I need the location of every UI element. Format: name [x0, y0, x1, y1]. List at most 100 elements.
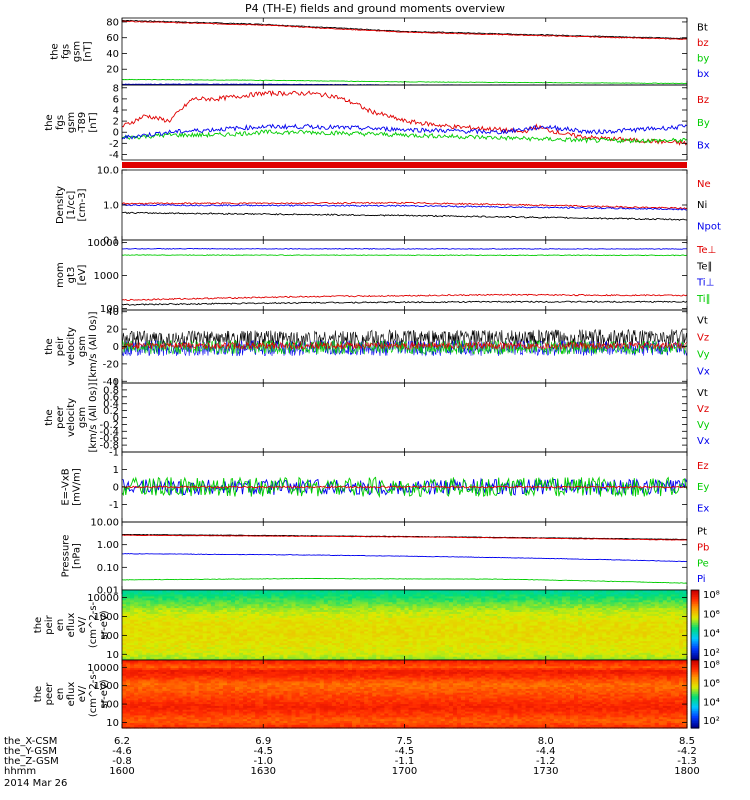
spectrogram-cell: [590, 626, 595, 630]
spectrogram-cell: [287, 617, 293, 620]
spectrogram-cell: [331, 652, 337, 655]
spectrogram-cell: [537, 634, 543, 638]
spectrogram-cell: [392, 625, 398, 628]
spectrogram-cell: [311, 605, 317, 609]
spectrogram-cell: [473, 654, 478, 657]
spectrogram-cell: [521, 628, 527, 632]
spectrogram-cell: [255, 634, 260, 638]
spectrogram-cell: [255, 621, 260, 624]
spectrogram-cell: [352, 613, 357, 616]
spectrogram-cell: [477, 607, 482, 611]
spectrogram-cell: [412, 654, 418, 657]
spectrogram-cell: [243, 636, 248, 640]
spectrogram-cell: [166, 597, 172, 601]
spectrogram-cell: [634, 656, 640, 659]
spectrogram-cell: [582, 605, 587, 609]
spectrogram-cell: [319, 646, 325, 649]
spectrogram-cell: [230, 638, 236, 642]
spectrogram-cell: [557, 640, 563, 644]
spectrogram-cell: [170, 642, 176, 646]
spectrogram-cell: [674, 652, 680, 655]
spectrogram-cell: [263, 628, 268, 632]
spectrogram-cell: [461, 654, 466, 657]
spectrogram-cell: [517, 611, 523, 614]
spectrogram-cell: [259, 621, 264, 624]
spectrogram-cell: [210, 617, 216, 620]
spectrogram-cell: [263, 632, 268, 636]
spectrogram-cell: [598, 642, 603, 646]
spectrogram-cell: [404, 597, 410, 601]
spectrogram-cell: [473, 597, 478, 601]
panel-pressure: [121, 521, 688, 591]
legend-Ne: Ne: [697, 179, 711, 190]
spectrogram-cell: [578, 619, 583, 622]
spectrogram-cell: [606, 656, 611, 659]
spectrogram-cell: [327, 615, 333, 618]
spectrogram-cell: [461, 636, 466, 640]
spectrogram-cell: [574, 626, 579, 630]
spectrogram-cell: [574, 658, 579, 661]
spectrogram-cell: [206, 642, 212, 646]
spectrogram-cell: [384, 632, 389, 636]
legend-Te∥: Te∥: [696, 261, 713, 272]
spectrogram-cell: [263, 595, 268, 599]
spectrogram-cell: [622, 605, 628, 609]
spectrogram-cell: [590, 650, 595, 653]
spectrogram-cell: [202, 650, 208, 653]
spectrogram-cell: [162, 644, 167, 647]
spectrogram-cell: [194, 634, 200, 638]
spectrogram-cell: [614, 654, 619, 657]
spectrogram-cell: [255, 652, 260, 655]
spectrogram-cell: [408, 619, 414, 622]
spectrogram-cell: [569, 640, 575, 644]
spectrogram-cell: [465, 625, 470, 628]
spectrogram-cell: [335, 652, 341, 655]
spectrogram-cell: [186, 656, 192, 659]
spectrogram-cell: [586, 625, 591, 628]
spectrogram-cell: [267, 632, 272, 636]
spectrogram-cell: [545, 607, 551, 611]
spectrogram-cell: [218, 656, 224, 659]
spectrogram-cell: [529, 613, 535, 616]
spectrogram-cell: [356, 632, 361, 636]
spectrogram-cell: [416, 628, 422, 632]
spectrogram-cell: [642, 638, 648, 642]
series-Bz-line: [121, 90, 688, 146]
spectrogram-cell: [150, 609, 155, 612]
spectrogram-cell: [521, 597, 527, 601]
spectrogram-cell: [271, 654, 276, 657]
spectrogram-cell: [594, 640, 599, 644]
spectrogram-cell: [674, 632, 680, 636]
spectrogram-cell: [299, 644, 305, 647]
spectrogram-cell: [126, 609, 131, 612]
spectrogram-cell: [178, 642, 184, 646]
spectrogram-cell: [186, 601, 192, 605]
spectrogram-cell: [360, 640, 365, 644]
spectrogram-cell: [642, 599, 648, 603]
spectrogram-cell: [311, 615, 317, 618]
spectrogram-cell: [283, 609, 289, 612]
spectrogram-cell: [678, 658, 684, 661]
spectrogram-cell: [505, 595, 511, 599]
spectrogram-cell: [352, 615, 357, 618]
spectrogram-cell: [505, 646, 511, 649]
spectrogram-cell: [283, 632, 289, 636]
spectrogram-cell: [477, 632, 482, 636]
spectrogram-cell: [493, 630, 498, 634]
spectrogram-cell: [408, 656, 414, 659]
spectrogram-cell: [243, 630, 248, 634]
spectrogram-cell: [380, 642, 385, 646]
spectrogram-cell: [255, 609, 260, 612]
spectrogram-cell: [424, 593, 430, 597]
spectrogram-cell: [348, 636, 353, 640]
spectrogram-cell: [674, 595, 680, 599]
spectrogram-cell: [194, 648, 200, 651]
spectrogram-cell: [190, 628, 196, 632]
spectrogram-cell: [323, 632, 329, 636]
spectrogram-cell: [662, 601, 668, 605]
spectrogram-cell: [461, 638, 466, 642]
spectrogram-cell: [582, 638, 587, 642]
spectrogram-cell: [553, 632, 559, 636]
spectrogram-cell: [549, 646, 555, 649]
spectrogram-cell: [247, 650, 252, 653]
